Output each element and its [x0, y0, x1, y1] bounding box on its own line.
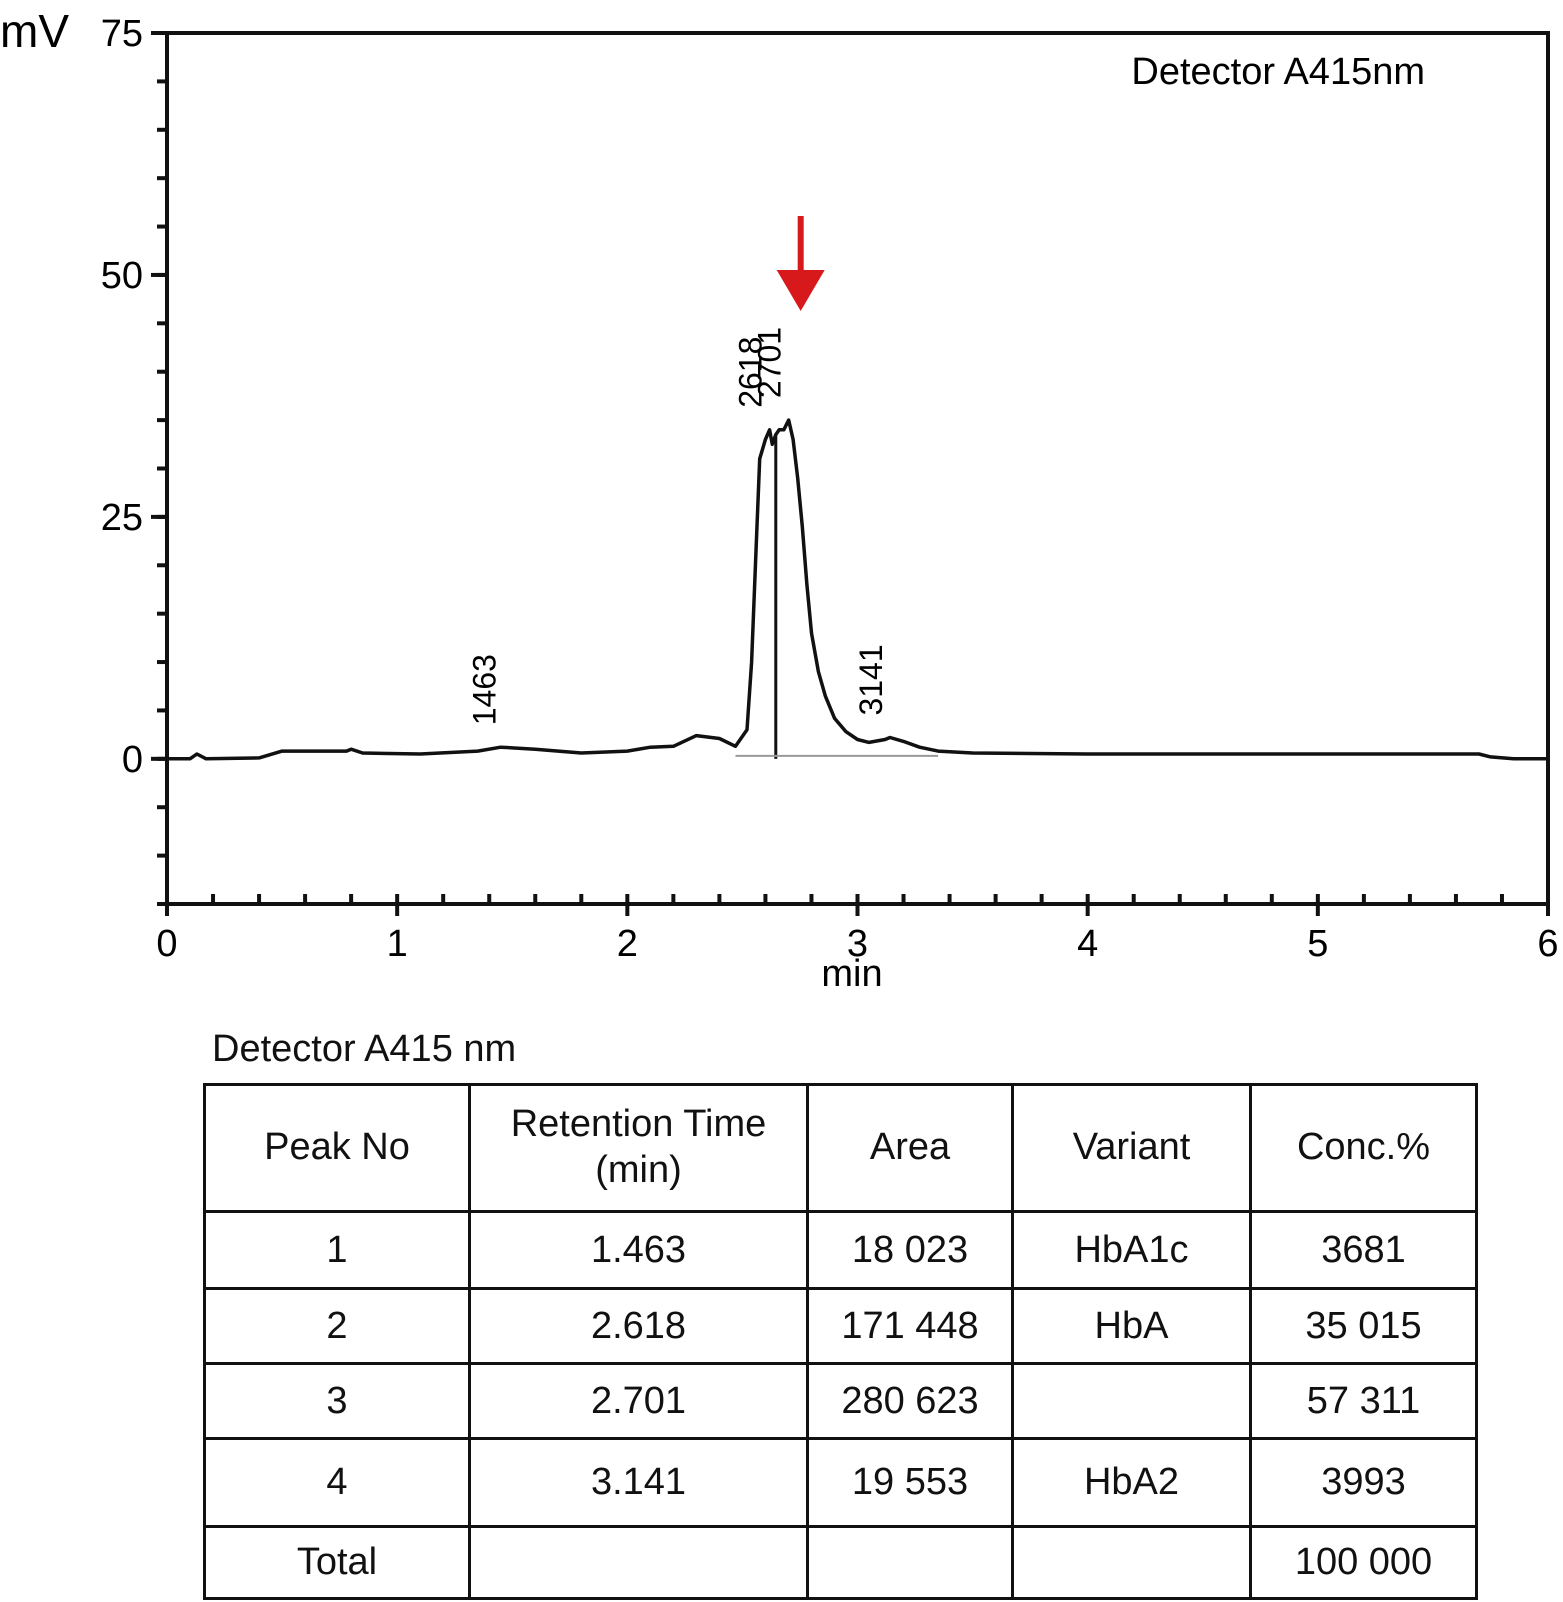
cell-conc: 35 015 — [1249, 1287, 1478, 1365]
cell-retention-time — [468, 1525, 809, 1600]
header-line: Retention Time — [510, 1103, 767, 1146]
x-tick-label: 0 — [156, 923, 177, 965]
peak-baselines — [735, 434, 939, 759]
table-row: 1 1.463 18 023 HbA1c 3681 — [203, 1210, 1478, 1290]
header-line: (min) — [595, 1149, 682, 1191]
cell-conc: 57 311 — [1249, 1362, 1478, 1440]
y-tick-label: 0 — [122, 739, 143, 781]
cell-variant: HbA — [1011, 1287, 1252, 1365]
chromatogram-trace — [167, 418, 1548, 761]
minor-ticks — [157, 31, 1550, 906]
cell-area: 171 448 — [806, 1287, 1014, 1365]
cell-retention-time: 3.141 — [468, 1437, 809, 1528]
cell-peak-no: Total — [203, 1525, 471, 1600]
y-axis-ticks: 0 25 50 75 — [101, 13, 167, 781]
arrow-head — [776, 270, 825, 311]
plot-frame — [165, 31, 1550, 906]
x-tick-label: 1 — [387, 923, 408, 965]
detector-annotation: Detector A415nm — [1131, 51, 1425, 93]
x-tick-label: 3 — [847, 923, 868, 965]
x-tick-label: 4 — [1077, 923, 1098, 965]
cell-retention-time: 2.618 — [468, 1287, 809, 1365]
header-conc: Conc.% — [1249, 1083, 1478, 1213]
cell-peak-no: 4 — [203, 1437, 471, 1528]
x-tick-label: 2 — [617, 923, 638, 965]
table-header-row: Peak No Retention Time (min) Area Variant… — [203, 1083, 1478, 1213]
cell-variant — [1011, 1525, 1252, 1600]
x-tick-label: 6 — [1537, 923, 1558, 965]
cell-retention-time: 1.463 — [468, 1210, 809, 1290]
table-caption: Detector A415 nm — [212, 1028, 517, 1070]
header-variant: Variant — [1011, 1083, 1252, 1213]
y-tick-label: 75 — [101, 13, 143, 55]
cell-area: 19 553 — [806, 1437, 1014, 1528]
y-tick-label: 50 — [101, 255, 143, 297]
peak-label: 2618 — [733, 337, 769, 408]
header-retention-time: Retention Time (min) — [468, 1083, 809, 1213]
table-row: 4 3.141 19 553 HbA2 3993 — [203, 1437, 1478, 1528]
header-area: Area — [806, 1083, 1014, 1213]
cell-area: 18 023 — [806, 1210, 1014, 1290]
cell-variant — [1011, 1362, 1252, 1440]
peak-label: 2701 — [752, 327, 788, 398]
cell-peak-no: 3 — [203, 1362, 471, 1440]
cell-peak-no: 2 — [203, 1287, 471, 1365]
cell-area: 280 623 — [806, 1362, 1014, 1440]
table-row: 2 2.618 171 448 HbA 35 015 — [203, 1287, 1478, 1365]
cell-conc: 100 000 — [1249, 1525, 1478, 1600]
header-peak-no: Peak No — [203, 1083, 471, 1213]
table-row: Total 100 000 — [203, 1525, 1478, 1600]
cell-area — [806, 1525, 1014, 1600]
cell-peak-no: 1 — [203, 1210, 471, 1290]
x-tick-label: 5 — [1307, 923, 1328, 965]
cell-conc: 3993 — [1249, 1437, 1478, 1528]
table-row: 3 2.701 280 623 57 311 — [203, 1362, 1478, 1440]
cell-variant: HbA1c — [1011, 1210, 1252, 1290]
y-axis-label: mV — [0, 5, 69, 57]
peak-label: 1463 — [467, 654, 503, 725]
x-axis-label: min — [821, 953, 882, 995]
y-tick-label: 25 — [101, 497, 143, 539]
peak-arrow — [776, 216, 825, 311]
x-axis-ticks: 0 1 2 3 4 5 6 — [156, 904, 1559, 965]
cell-retention-time: 2.701 — [468, 1362, 809, 1440]
peak-table: Peak No Retention Time (min) Area Variant… — [203, 1083, 1478, 1600]
peak-label: 3141 — [853, 644, 889, 715]
cell-variant: HbA2 — [1011, 1437, 1252, 1528]
cell-conc: 3681 — [1249, 1210, 1478, 1290]
